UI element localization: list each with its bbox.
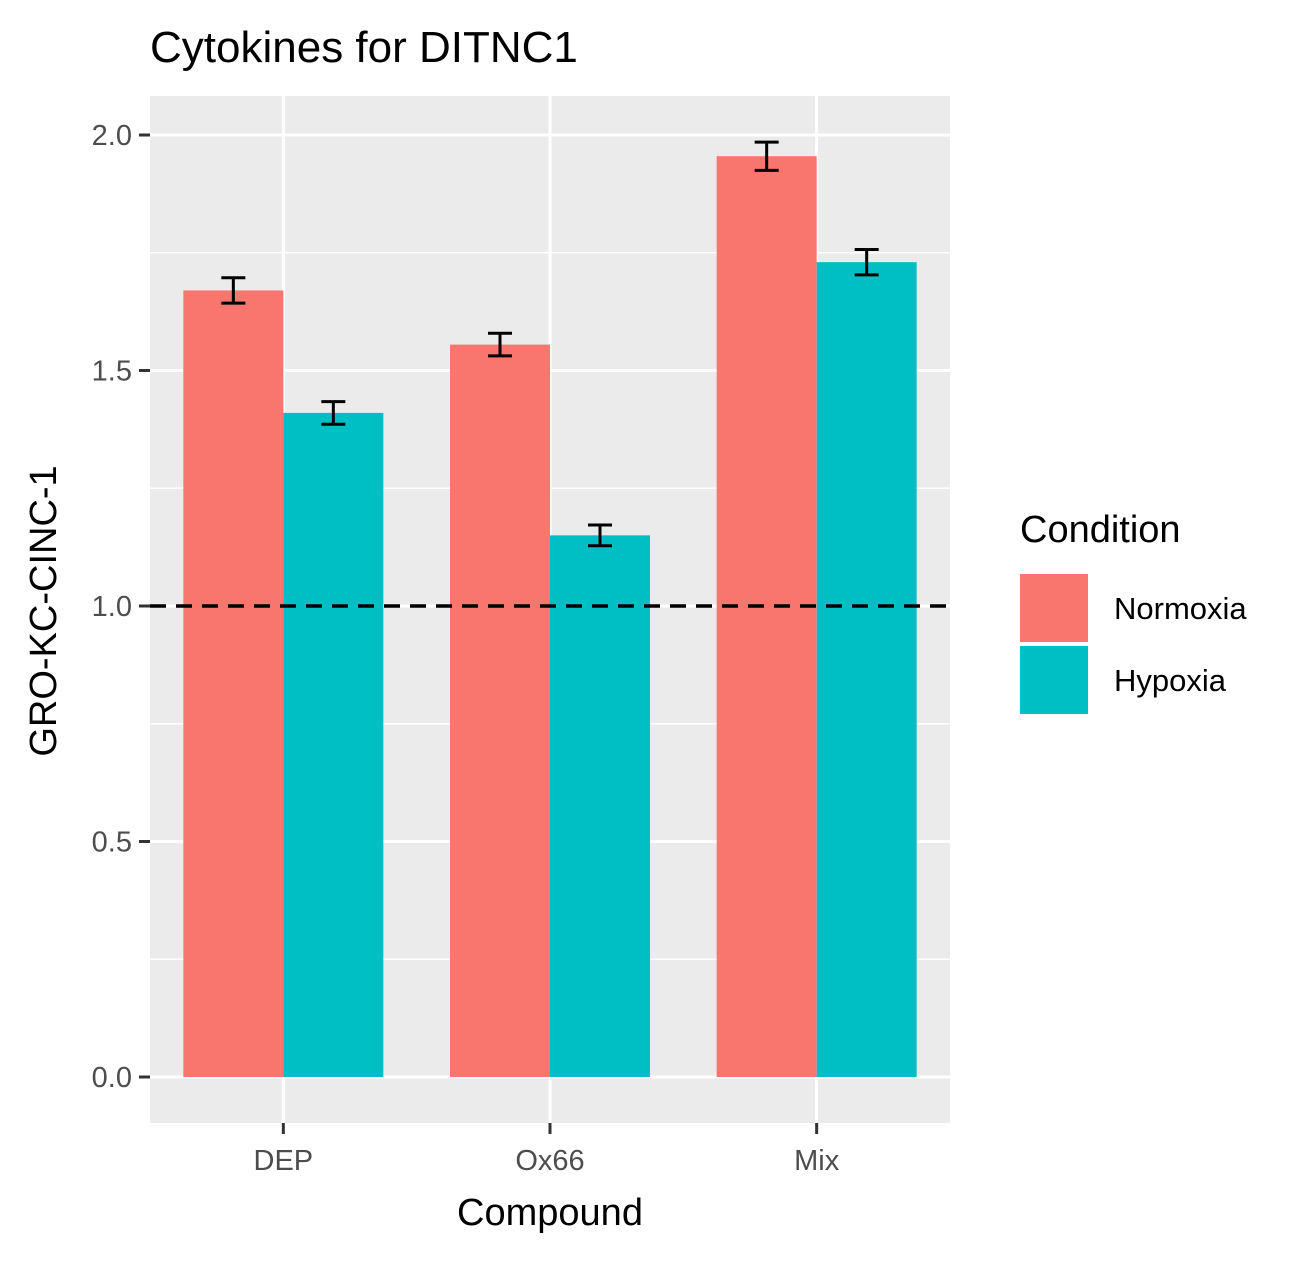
y-tick-label: 1.5 (92, 356, 132, 388)
error-bar-normoxia-ox66 (488, 331, 512, 358)
error-bar-normoxia-mix (754, 140, 779, 172)
y-tick-label: 1.0 (92, 591, 132, 623)
x-tick-label: DEP (254, 1145, 314, 1177)
y-tick-label: 0.0 (92, 1062, 132, 1094)
bar-hypoxia-ox66 (550, 535, 650, 1077)
bar-hypoxia-mix (816, 262, 917, 1077)
x-tick-label: Mix (794, 1145, 840, 1177)
legend-label-normoxia: Normoxia (1114, 591, 1247, 626)
bar-normoxia-dep (183, 290, 284, 1077)
bar-normoxia-ox66 (450, 344, 550, 1078)
error-bar-hypoxia-dep (321, 400, 346, 426)
bars-group (183, 156, 917, 1078)
legend-key-hypoxia (1020, 646, 1088, 714)
chart-title: Cytokines for DITNC1 (150, 23, 578, 72)
error-bar-hypoxia-mix (854, 247, 879, 277)
axes-group: 0.0 0.5 1.0 1.5 2.0 DEP Ox66 Mix (92, 120, 840, 1177)
x-axis-title: Compound (457, 1192, 643, 1234)
legend-label-hypoxia: Hypoxia (1114, 663, 1227, 698)
error-bar-normoxia-dep (221, 276, 246, 305)
y-axis-title: GRO-KC-CINC-1 (23, 465, 65, 756)
x-tick-label: Ox66 (515, 1145, 584, 1177)
legend: Condition Normoxia Hypoxia (1020, 509, 1247, 714)
y-tick-label: 2.0 (92, 120, 132, 152)
error-bars-group (150, 140, 950, 608)
y-tick-label: 0.5 (92, 827, 132, 859)
legend-key-normoxia (1020, 574, 1088, 642)
bar-normoxia-mix (716, 156, 817, 1077)
error-bar-hypoxia-ox66 (588, 523, 612, 548)
legend-title: Condition (1020, 509, 1181, 551)
bar-hypoxia-dep (283, 412, 384, 1077)
